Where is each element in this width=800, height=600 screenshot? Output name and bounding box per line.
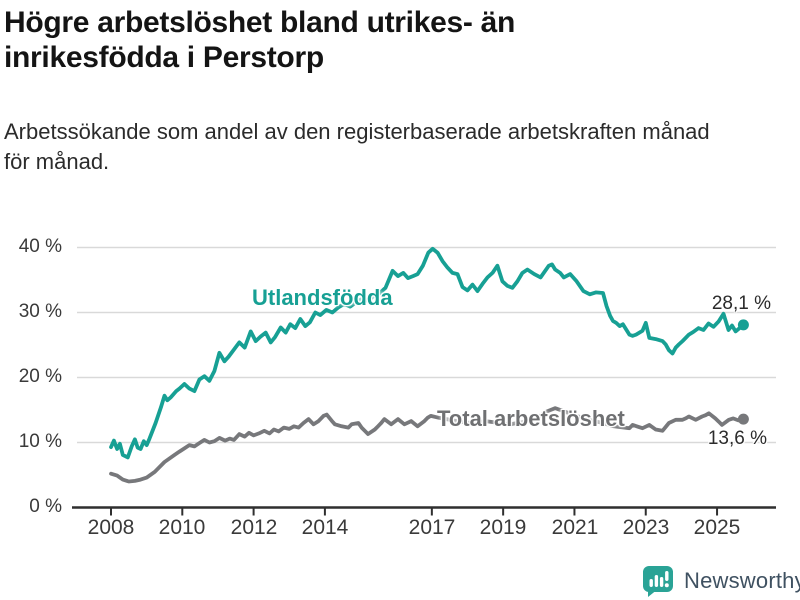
x-axis-label-2008: 2008 xyxy=(87,516,135,539)
newsworthy-wordmark: Newsworthy xyxy=(684,568,800,593)
newsworthy-bubble-chart-icon xyxy=(643,566,673,597)
series-label-total-arbetsloshet: Total arbetslöshet xyxy=(437,406,625,431)
x-axis-label-2014: 2014 xyxy=(301,516,349,539)
end-value-total: 13,6 % xyxy=(707,428,767,449)
series-line-utlandsf-dda xyxy=(109,246,746,460)
title-line-1: Högre arbetslöshet bland utrikes- än xyxy=(4,6,515,39)
y-axis-label-30: 30 % xyxy=(18,301,62,322)
page-subtitle: Arbetssökande som andel av den registerb… xyxy=(4,117,784,177)
subtitle-line-2: för månad. xyxy=(4,149,110,174)
x-axis-label-2010: 2010 xyxy=(158,516,206,539)
page-title: Högre arbetslöshet bland utrikes- än inr… xyxy=(4,5,704,75)
y-axis-label-20: 20 % xyxy=(18,366,62,387)
subtitle-line-1: Arbetssökande som andel av den registerb… xyxy=(4,119,710,144)
end-value-utlandsfodda: 28,1 % xyxy=(711,293,771,314)
series-line-total-arbetsl-shet xyxy=(109,406,746,484)
title-line-2: inrikesfödda i Perstorp xyxy=(4,41,324,74)
x-axis-label-2025: 2025 xyxy=(693,516,741,539)
x-axis-label-2017: 2017 xyxy=(408,516,456,539)
y-axis-label-0: 0 % xyxy=(29,496,62,517)
series-end-dot xyxy=(737,319,749,331)
x-axis-label-2012: 2012 xyxy=(230,516,278,539)
series-label-utlandsfodda: Utlandsfödda xyxy=(252,285,393,310)
x-axis-label-2023: 2023 xyxy=(622,516,670,539)
newsworthy-logo: Newsworthy xyxy=(641,564,800,598)
x-axis-label-2021: 2021 xyxy=(551,516,599,539)
x-axis-label-2019: 2019 xyxy=(479,516,527,539)
y-axis-label-40: 40 % xyxy=(18,236,62,257)
y-axis-label-10: 10 % xyxy=(18,431,62,452)
series-end-dot xyxy=(737,413,749,425)
